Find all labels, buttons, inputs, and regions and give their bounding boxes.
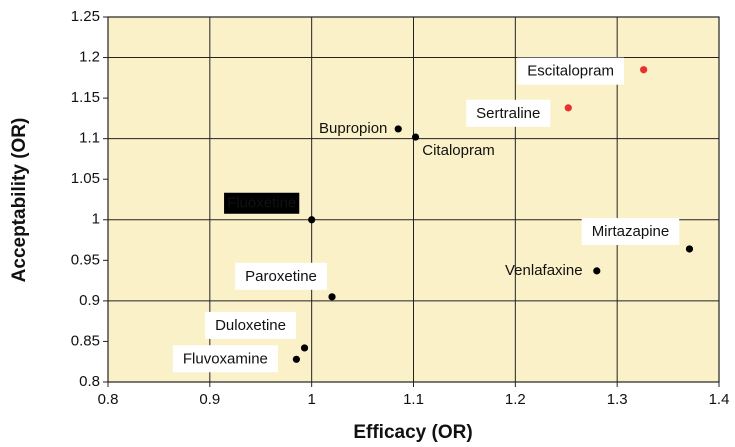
point — [685, 245, 694, 253]
x-tick-label: 1.4 — [709, 391, 730, 408]
point — [640, 66, 648, 74]
point — [308, 216, 316, 224]
point-label: Escitalopram — [527, 63, 614, 80]
y-tick-label: 1.15 — [71, 89, 100, 106]
point-label: Fluoxetine — [227, 195, 296, 212]
x-tick-label: 1.2 — [505, 391, 526, 408]
x-axis-title: Efficacy (OR) — [353, 422, 472, 443]
point — [300, 344, 309, 352]
y-tick-label: 0.8 — [79, 373, 100, 390]
y-tick-label: 1.1 — [79, 130, 100, 147]
point — [593, 267, 601, 275]
label-box — [224, 192, 300, 214]
point-label: Bupropion — [319, 120, 387, 137]
y-tick-label: 1.25 — [71, 8, 100, 25]
label-box — [235, 262, 327, 290]
y-tick-label: 1 — [92, 211, 100, 228]
point-label: Citalopram — [422, 142, 495, 159]
y-tick-label: 0.85 — [71, 332, 100, 349]
x-tick-label: 1.3 — [607, 391, 628, 408]
plot-frame — [107, 16, 720, 383]
point-label: Sertraline — [476, 105, 540, 122]
point-label: Fluvoxamine — [183, 350, 268, 367]
y-tick-label: 0.95 — [71, 251, 100, 268]
y-axis-title: Acceptability (OR) — [9, 118, 30, 283]
point-label: Venlafaxine — [505, 262, 583, 279]
point-label: Duloxetine — [215, 317, 286, 334]
point — [564, 104, 572, 112]
y-tick-label: 0.9 — [79, 292, 100, 309]
x-tick-label: 0.9 — [199, 391, 220, 408]
point-label: Paroxetine — [245, 268, 317, 285]
label-box — [172, 345, 278, 373]
point — [411, 133, 420, 141]
label-box — [517, 57, 624, 85]
y-tick-label: 1.2 — [79, 49, 100, 66]
label-box — [205, 311, 296, 339]
point — [292, 355, 300, 363]
x-tick-label: 1.1 — [403, 391, 424, 408]
point — [394, 125, 402, 133]
point — [328, 293, 336, 301]
x-tick-label: 0.8 — [98, 391, 119, 408]
label-box — [466, 99, 551, 127]
x-tick-label: 1 — [307, 391, 315, 408]
y-tick-label: 1.05 — [71, 170, 100, 187]
point-label: Mirtazapine — [592, 223, 670, 240]
label-box — [581, 217, 680, 245]
